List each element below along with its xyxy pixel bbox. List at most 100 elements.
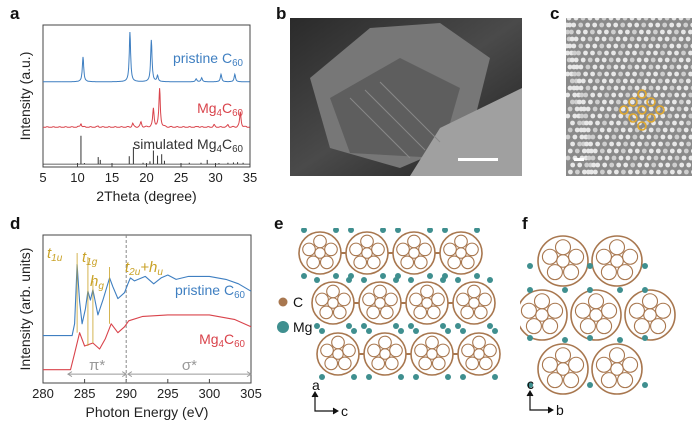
ring	[622, 356, 639, 373]
lattice-spot	[683, 127, 689, 133]
lattice-spot	[674, 29, 679, 35]
highlight-atom	[646, 113, 656, 123]
lattice-spot	[622, 78, 628, 84]
lattice-spot	[646, 134, 652, 140]
ring	[465, 356, 480, 371]
lattice-spot	[611, 71, 616, 77]
lattice-spot	[650, 18, 656, 21]
lattice-spot	[655, 85, 661, 91]
crystal-structure-e: C Mg a c	[277, 228, 501, 419]
mg-atom	[395, 228, 401, 233]
cage	[570, 289, 622, 341]
lattice-spot	[566, 113, 571, 119]
lattice-spot	[632, 50, 637, 56]
lattice-spot	[660, 29, 665, 35]
lattice-spot	[690, 148, 692, 154]
scale-bar	[458, 158, 498, 161]
lattice-spot	[662, 64, 668, 70]
cage	[439, 231, 483, 275]
lattice-spot	[679, 162, 685, 168]
lattice-spot	[669, 85, 675, 91]
mg-atom	[351, 374, 357, 380]
ring	[455, 247, 467, 259]
mg-atom	[398, 374, 404, 380]
mg-atom	[314, 277, 320, 283]
mg-atom	[346, 277, 352, 283]
lattice-spot	[609, 120, 614, 126]
lattice-spot	[651, 162, 657, 168]
lattice-spot	[669, 22, 675, 28]
lattice-spot	[589, 169, 594, 175]
ring	[315, 292, 329, 307]
scale-bar	[574, 158, 584, 161]
highlight-atom	[637, 89, 647, 99]
lattice-spot	[595, 99, 600, 105]
ring	[418, 356, 433, 371]
lattice-spot	[671, 57, 677, 63]
x-tick-label: 305	[240, 386, 262, 401]
lattice-spot	[636, 57, 642, 63]
lattice-spot	[688, 50, 692, 56]
cage	[410, 332, 454, 376]
lattice-spot	[657, 36, 663, 42]
lattice-spot	[621, 169, 626, 175]
lattice-spot	[667, 71, 672, 77]
lattice-spot	[599, 85, 605, 91]
lattice-spot	[569, 78, 575, 84]
cage	[537, 343, 589, 395]
lattice-spot	[681, 29, 686, 35]
lattice-spot	[590, 29, 595, 35]
lattice-spot	[635, 169, 640, 175]
lattice-spot	[576, 78, 582, 84]
lattice-spot	[629, 18, 635, 21]
lattice-spot	[676, 106, 682, 112]
mg-atom	[442, 228, 448, 233]
lattice-spot	[594, 78, 600, 84]
ring	[579, 318, 596, 335]
lattice-spot	[643, 36, 649, 42]
lattice-spot	[566, 50, 570, 56]
lattice-spot	[660, 134, 666, 140]
arrowhead	[311, 391, 339, 415]
series-line-0	[43, 31, 250, 83]
cage	[591, 235, 643, 287]
lattice-spot	[676, 85, 682, 91]
lattice-spot	[620, 64, 626, 70]
lattice-spot	[634, 22, 640, 28]
lattice-spot	[601, 57, 607, 63]
highlight-atom	[628, 97, 638, 107]
lattice-spot	[681, 134, 687, 140]
ring	[302, 242, 316, 257]
ring	[362, 292, 376, 307]
lattice-spot	[587, 18, 593, 21]
lattice-spot	[599, 43, 605, 49]
lattice-spot	[662, 85, 668, 91]
lattice-spot	[676, 127, 682, 133]
lattice-spot	[604, 92, 610, 98]
lattice-spot	[690, 127, 692, 133]
ring	[306, 255, 321, 270]
mg-atom	[642, 287, 648, 293]
lattice-spot	[618, 50, 623, 56]
lattice-spot	[641, 64, 647, 70]
mg-atom	[492, 328, 498, 334]
lattice-spot	[676, 43, 682, 49]
ring	[414, 343, 428, 358]
lattice-spot	[676, 22, 682, 28]
ring	[617, 372, 634, 389]
lattice-spot	[672, 99, 677, 105]
highlight-atom	[628, 113, 638, 123]
lattice-spot	[646, 155, 652, 161]
ring	[600, 264, 617, 281]
lattice-spot	[577, 120, 582, 126]
lattice-spot	[570, 162, 576, 168]
lattice-spot	[632, 155, 638, 161]
lattice-spot	[615, 36, 621, 42]
crystal-structure-f: cb	[520, 235, 676, 418]
lattice-spot	[672, 162, 678, 168]
lattice-spot	[669, 148, 675, 154]
ring	[384, 356, 399, 371]
lattice-spot	[657, 57, 663, 63]
x-tick-label: 280	[32, 386, 54, 401]
lattice-spot	[580, 36, 586, 42]
